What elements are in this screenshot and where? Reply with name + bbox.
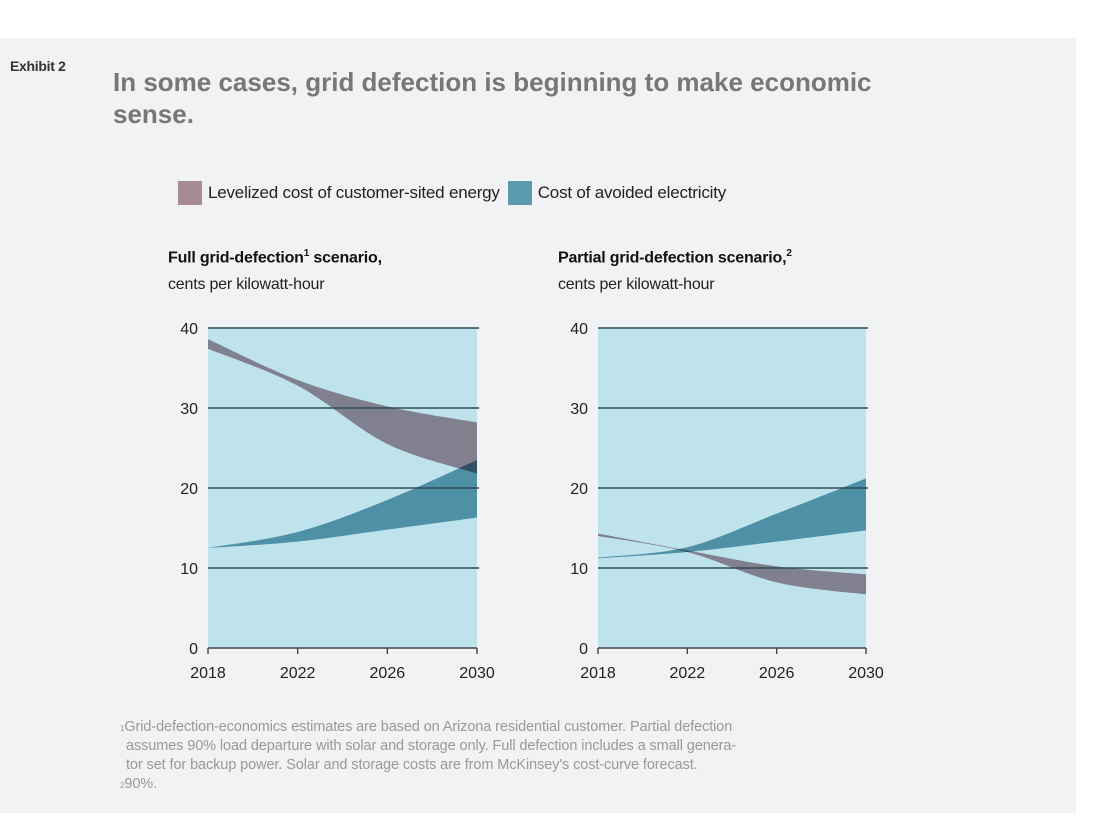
- chart-1-ytick-10: 10: [180, 561, 198, 578]
- exhibit-panel: [0, 38, 1076, 813]
- legend-label-levelized: Levelized cost of customer-sited energy: [208, 183, 500, 202]
- chart-1-ytick-40: 40: [180, 321, 198, 338]
- footnote-1-line-2: assumes 90% load departure with solar an…: [126, 738, 737, 754]
- chart-1-title-sup: 1: [303, 248, 310, 259]
- chart-2-ytick-0: 0: [579, 641, 588, 658]
- chart-1-ytick-20: 20: [180, 481, 198, 498]
- footnote-1-marker: 1: [120, 724, 125, 733]
- footnotes: 1Grid-defection-economics estimates are …: [120, 718, 950, 794]
- chart-1-title-suffix: scenario,: [309, 249, 382, 267]
- exhibit-label: Exhibit 2: [10, 58, 66, 74]
- legend-swatch-avoided: [507, 181, 532, 205]
- chart-1-xtick-2030: 2030: [459, 665, 495, 682]
- chart-2-ytick-20: 20: [570, 481, 588, 498]
- legend-swatch-levelized: [178, 181, 202, 205]
- legend-item-avoided: Cost of avoided electricity: [507, 181, 727, 205]
- footnote-2-marker: 2: [120, 781, 125, 790]
- chart-2-xtick-2022: 2022: [670, 665, 706, 682]
- chart-2-ytick-10: 10: [570, 561, 588, 578]
- footnote-1-line-1: 1Grid-defection-economics estimates are …: [120, 718, 950, 737]
- chart-1-title: Full grid-defection1 scenario,: [168, 248, 382, 267]
- chart-1-xtick-2026: 2026: [370, 665, 406, 682]
- chart-2-ytick-30: 30: [570, 401, 588, 418]
- chart-1-ytick-30: 30: [180, 401, 198, 418]
- chart-2-levelized-band: [598, 533, 866, 595]
- chart-2-xtick-2018: 2018: [580, 665, 616, 682]
- chart-1-xtick-2018: 2018: [190, 665, 226, 682]
- chart-1-xtick-2022: 2022: [280, 665, 316, 682]
- headline: In some cases, grid defection is beginni…: [113, 67, 872, 129]
- legend-item-levelized: Levelized cost of customer-sited energy: [178, 181, 500, 205]
- chart-2-subtitle: cents per kilowatt-hour: [558, 276, 715, 293]
- chart-1-avoided-band: [208, 460, 477, 548]
- chart-2-xtick-2026: 2026: [759, 665, 795, 682]
- chart-2-title: Partial grid-defection scenario,2: [558, 248, 792, 267]
- chart-2-avoided-band: [598, 478, 866, 559]
- footnote-1-line-3: tor set for backup power. Solar and stor…: [126, 757, 698, 773]
- chart-1-ytick-0: 0: [189, 641, 198, 658]
- legend-label-avoided: Cost of avoided electricity: [537, 183, 727, 202]
- chart-1-subtitle: cents per kilowatt-hour: [168, 276, 325, 293]
- footnote-2-text: 90%.: [124, 776, 158, 792]
- footnote-1-text-1: Grid-defection-economics estimates are b…: [124, 719, 733, 735]
- chart-2-title-sup: 2: [786, 248, 792, 259]
- legend: Levelized cost of customer-sited energy …: [178, 180, 734, 206]
- chart-1-levelized-band: [208, 339, 477, 474]
- chart-2-title-text: Partial grid-defection scenario,: [558, 249, 787, 267]
- chart-2-xtick-2030: 2030: [848, 665, 884, 682]
- chart-1-title-text: Full grid-defection: [168, 249, 304, 267]
- chart-2-ytick-40: 40: [570, 321, 588, 338]
- footnote-2: 290%.: [120, 775, 950, 794]
